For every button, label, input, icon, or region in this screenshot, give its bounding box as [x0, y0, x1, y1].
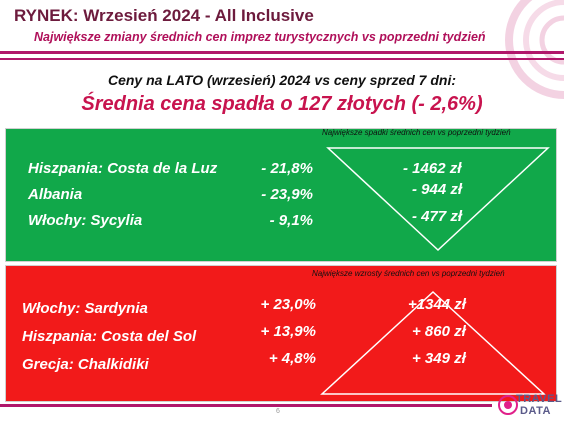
increase-row-3-label: Grecja: Chalkidiki [22, 356, 149, 373]
increases-caption: Największe wzrosty średnich cen vs poprz… [312, 269, 505, 278]
decrease-row-2-label: Albania [28, 186, 83, 203]
logo-text-data: DATA [520, 405, 551, 417]
decrease-row-1-label: Hiszpania: Costa de la Luz [28, 160, 218, 177]
travel-data-logo: TRAVEL DATA [497, 392, 563, 420]
decrease-row-3-amount: - 477 zł [412, 208, 463, 225]
decrease-row-1-pct: - 21,8% [261, 160, 313, 177]
increase-row-1-amount: +1344 zł [408, 296, 466, 313]
decrease-row-2-amount: - 944 zł [412, 181, 463, 198]
increase-row-2-label: Hiszpania: Costa del Sol [22, 328, 197, 345]
page-title: RYNEK: Wrzesień 2024 - All Inclusive [14, 6, 314, 25]
decrease-triangle [326, 147, 550, 252]
increases-panel [5, 265, 557, 402]
increase-row-3-amount: + 349 zł [412, 350, 466, 367]
decorative-circles [505, 0, 564, 99]
summary-headline: Średnia cena spadła o 127 złotych (- 2,6… [81, 93, 483, 115]
decrease-row-2-pct: - 23,9% [261, 186, 313, 203]
decrease-row-3-label: Włochy: Sycylia [28, 212, 143, 229]
increase-triangle [320, 290, 546, 395]
header-divider [0, 51, 564, 54]
page-number: 6 [276, 408, 280, 415]
increase-row-2-pct: + 13,9% [260, 323, 316, 340]
increase-row-1-label: Włochy: Sardynia [22, 300, 148, 317]
logo-globe-icon [498, 395, 518, 415]
footer-divider [0, 404, 492, 407]
header-divider-thin [0, 58, 564, 60]
logo-text-travel: TRAVEL [516, 393, 563, 405]
decrease-row-1-amount: - 1462 zł [403, 160, 462, 177]
summary-intro: Ceny na LATO (wrzesień) 2024 vs ceny spr… [107, 72, 457, 88]
page-subtitle: Największe zmiany średnich cen imprez tu… [34, 30, 486, 44]
increase-row-1-pct: + 23,0% [260, 296, 316, 313]
decrease-row-3-pct: - 9,1% [269, 212, 313, 229]
increase-row-3-pct: + 4,8% [268, 350, 316, 367]
increase-row-2-amount: + 860 zł [412, 323, 466, 340]
decreases-caption: Największe spadki średnich cen vs poprze… [322, 128, 511, 137]
decreases-panel [5, 128, 557, 262]
